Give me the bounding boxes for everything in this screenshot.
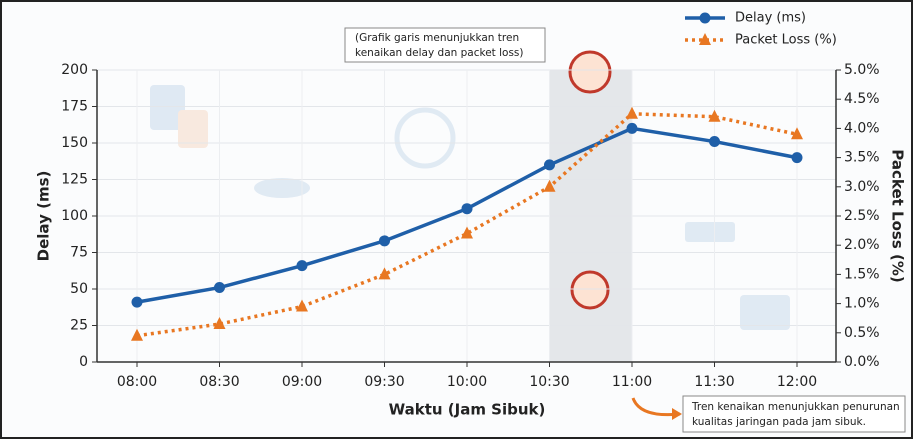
clock-icon <box>570 52 610 92</box>
y2-tick-label: 1.5% <box>844 266 880 282</box>
y-tick-label: 125 <box>61 172 88 188</box>
y-tick-label: 175 <box>61 99 88 115</box>
y2-tick-label: 4.0% <box>844 120 880 136</box>
x-tick-label: 08:30 <box>199 374 239 390</box>
y2-tick-label: 2.0% <box>844 237 880 253</box>
y2-tick-label: 0.0% <box>844 354 880 370</box>
x-tick-label: 10:00 <box>447 374 487 390</box>
x-tick-label: 11:30 <box>694 374 734 390</box>
annotation: (Grafik garis menunjukkan tren <box>355 32 519 44</box>
x-tick-label: 10:30 <box>529 374 569 390</box>
marker <box>297 260 308 271</box>
legend-label: Delay (ms) <box>735 11 806 26</box>
marker <box>709 136 720 147</box>
marker <box>544 159 555 170</box>
y-tick-label: 200 <box>61 62 88 78</box>
y2-axis-title: Packet Loss (%) <box>889 149 907 282</box>
annotation: Tren kenaikan menunjukkan penurunan <box>691 401 900 413</box>
y-tick-label: 25 <box>70 318 88 334</box>
annotation: kenaikan delay dan packet loss) <box>355 47 524 59</box>
y-tick-label: 0 <box>79 354 88 370</box>
x-axis-title: Waktu (Jam Sibuk) <box>389 401 546 419</box>
x-tick-label: 08:00 <box>117 374 157 390</box>
marker <box>462 203 473 214</box>
y2-tick-label: 4.5% <box>844 91 880 107</box>
frame <box>1 1 912 438</box>
legend-marker <box>700 13 711 24</box>
y2-tick-label: 3.0% <box>844 179 880 195</box>
x-tick-label: 09:30 <box>364 374 404 390</box>
annotation: kualitas jaringan pada jam sibuk. <box>692 416 866 428</box>
y2-tick-label: 0.5% <box>844 325 880 341</box>
y-tick-label: 50 <box>70 281 88 297</box>
chart: (Grafik garis menunjukkan tren kenaikan … <box>0 0 913 439</box>
legend-label: Packet Loss (%) <box>735 33 837 48</box>
y-tick-label: 150 <box>61 135 88 151</box>
y-tick-label: 100 <box>61 208 88 224</box>
marker <box>379 235 390 246</box>
marker <box>792 152 803 163</box>
x-tick-label: 09:00 <box>282 374 322 390</box>
clock-icon <box>572 272 608 308</box>
x-tick-label: 11:00 <box>612 374 652 390</box>
y2-tick-label: 2.5% <box>844 208 880 224</box>
y-axis-title: Delay (ms) <box>35 171 53 262</box>
marker <box>132 297 143 308</box>
y-tick-label: 75 <box>70 245 88 261</box>
y2-tick-label: 1.0% <box>844 296 880 312</box>
y2-tick-label: 5.0% <box>844 62 880 78</box>
x-tick-label: 12:00 <box>777 374 817 390</box>
marker <box>627 123 638 134</box>
y2-tick-label: 3.5% <box>844 150 880 166</box>
marker <box>214 282 225 293</box>
